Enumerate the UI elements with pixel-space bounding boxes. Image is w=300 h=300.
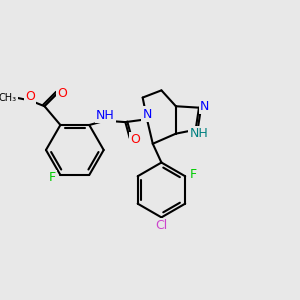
Text: N: N: [200, 100, 209, 113]
Text: O: O: [57, 87, 67, 100]
Text: F: F: [49, 171, 56, 184]
Text: N: N: [142, 107, 152, 121]
Text: NH: NH: [190, 127, 208, 140]
Text: F: F: [190, 168, 197, 181]
Text: O: O: [130, 133, 140, 146]
Text: O: O: [25, 90, 35, 103]
Text: Cl: Cl: [155, 219, 168, 232]
Text: NH: NH: [96, 109, 115, 122]
Text: CH₃: CH₃: [0, 93, 16, 103]
